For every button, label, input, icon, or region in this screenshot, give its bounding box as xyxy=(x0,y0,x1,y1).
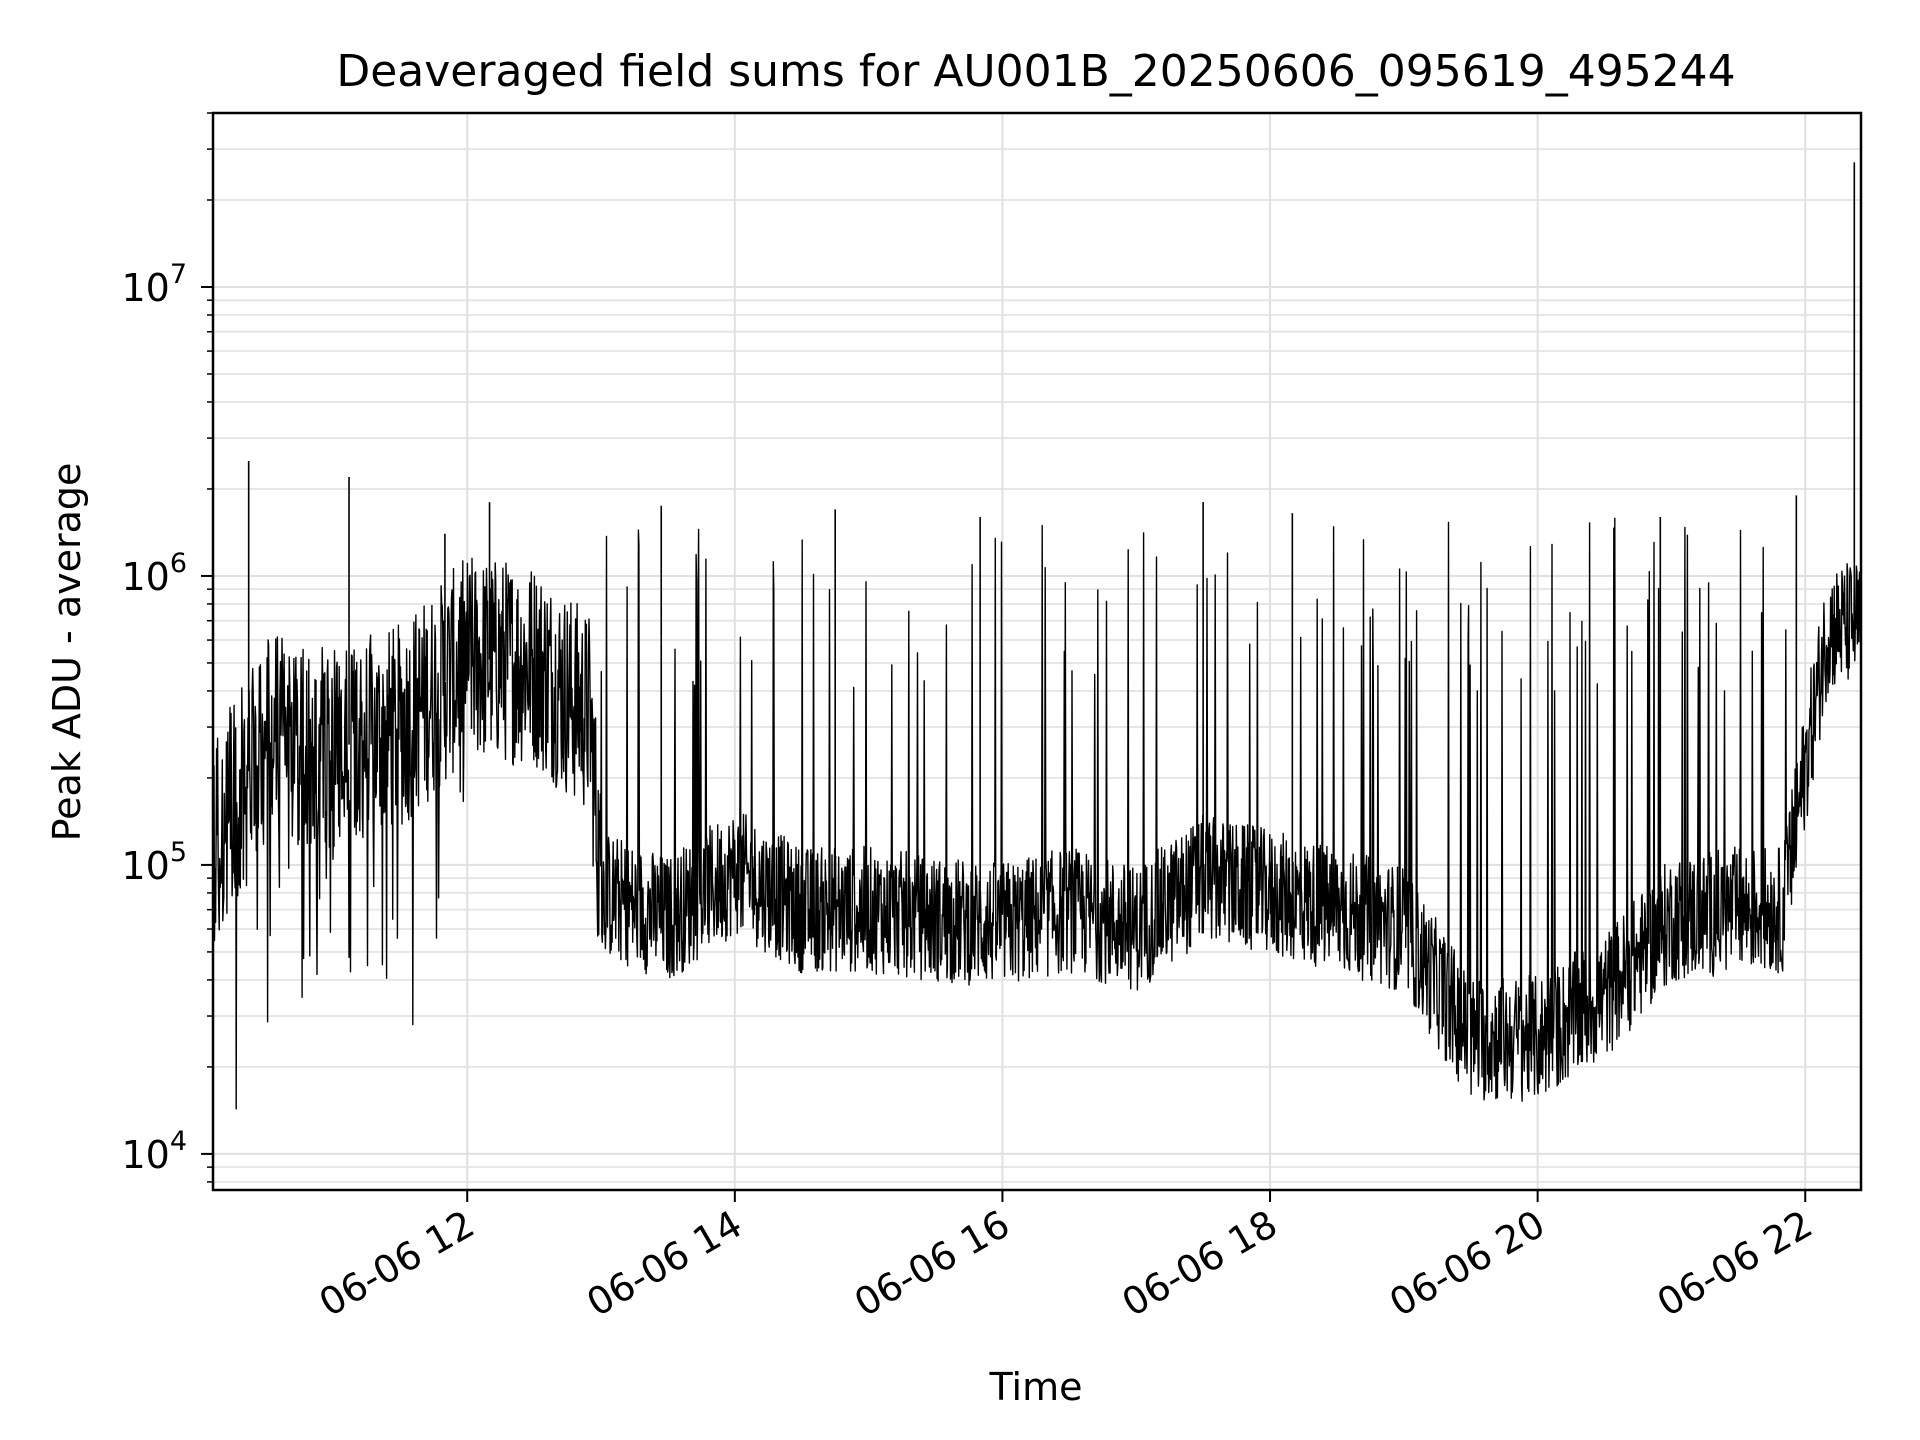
y-axis-label: Peak ADU - average xyxy=(45,463,89,842)
y-tick-label: 107 xyxy=(121,259,187,310)
y-tick-label: 105 xyxy=(121,837,187,888)
series-layer xyxy=(212,162,1862,1110)
y-tick-base: 10 xyxy=(121,555,169,599)
y-tick-label: 106 xyxy=(121,548,187,599)
x-axis-label: Time xyxy=(989,1365,1083,1409)
y-tick-exponent: 7 xyxy=(170,259,187,290)
plot-area-frame xyxy=(211,111,1863,1192)
y-tick-base: 10 xyxy=(121,844,169,888)
y-tick-exponent: 5 xyxy=(170,837,187,868)
chart-title: Deaveraged field sums for AU001B_2025060… xyxy=(336,46,1735,97)
y-tick-base: 10 xyxy=(121,1133,169,1177)
y-tick-exponent: 4 xyxy=(170,1126,187,1157)
y-tick-label: 104 xyxy=(121,1126,187,1177)
series-line xyxy=(212,517,1862,1110)
y-tick-base: 10 xyxy=(121,266,169,310)
y-tick-exponent: 6 xyxy=(170,548,187,579)
